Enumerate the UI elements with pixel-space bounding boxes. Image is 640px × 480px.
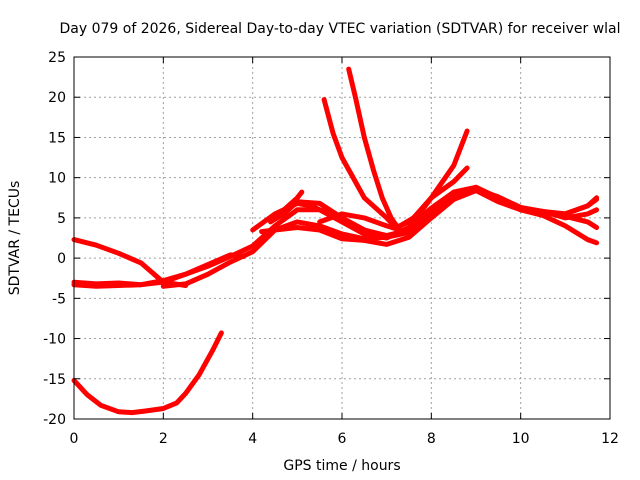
series-sat-k: [317, 211, 403, 233]
y-tick-label: -15: [43, 372, 66, 388]
y-tick-label: -20: [43, 412, 66, 428]
x-tick-label: 10: [512, 431, 530, 447]
x-tick-label: 0: [70, 431, 79, 447]
series-sat-h: [272, 189, 305, 221]
y-axis-label: SDTVAR / TECUs: [7, 181, 23, 296]
y-tick-label: 25: [48, 50, 66, 66]
series-sat-j: [346, 66, 403, 234]
y-tick-label: -10: [43, 332, 66, 348]
y-tick-label: 10: [48, 171, 66, 187]
x-tick-label: 8: [427, 431, 436, 447]
series-sat-g: [268, 187, 600, 240]
series-sat-m: [397, 165, 470, 229]
series-sat-n: [71, 330, 224, 416]
y-tick-label: 20: [48, 90, 66, 106]
x-tick-label: 4: [248, 431, 257, 447]
axis-ticks: 0 2 4 6 8 10 12 -20 -15 -10 -5 0 5 10 15 20 25: [43, 50, 619, 447]
series-sat-i: [321, 97, 403, 235]
data-series: [71, 66, 600, 416]
y-tick-label: 15: [48, 130, 66, 146]
x-tick-label: 12: [601, 431, 619, 447]
y-tick-label: 0: [57, 251, 66, 267]
y-tick-label: -5: [52, 291, 66, 307]
chart-title: Day 079 of 2026, Sidereal Day-to-day VTE…: [59, 21, 620, 37]
series-sat-c: [71, 252, 247, 288]
series-sat-e: [259, 188, 600, 247]
y-tick-label: 5: [57, 211, 66, 227]
x-tick-label: 2: [159, 431, 168, 447]
x-axis-label: GPS time / hours: [283, 458, 400, 474]
grid-lines: [74, 57, 610, 419]
x-tick-label: 6: [338, 431, 347, 447]
